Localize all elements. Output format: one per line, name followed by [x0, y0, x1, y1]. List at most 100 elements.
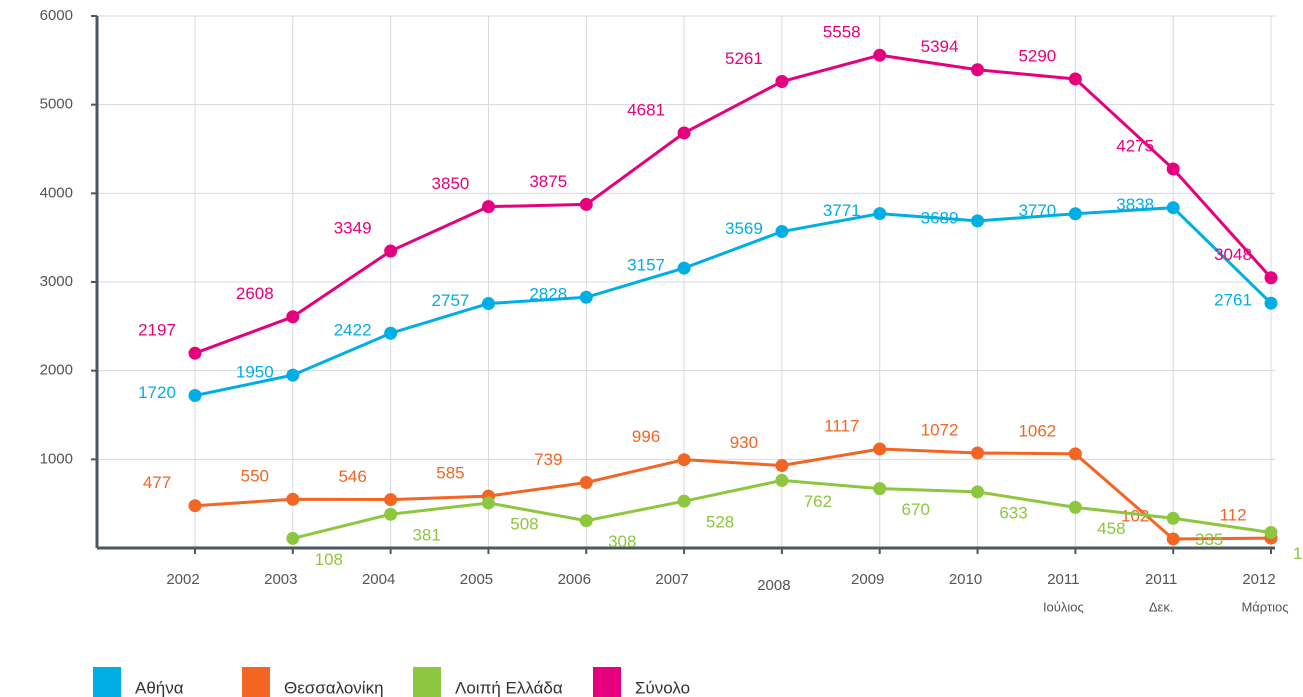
x-tick-label: 2007 — [655, 571, 688, 588]
data-point — [579, 475, 593, 489]
legend-swatch — [413, 667, 441, 697]
x-tick-label: 2010 — [949, 571, 982, 588]
data-point — [1068, 207, 1082, 221]
x-tick-note: Μάρτιος — [1241, 599, 1288, 614]
data-label: 2761 — [1214, 291, 1252, 310]
data-label: 175 — [1293, 544, 1303, 563]
data-point — [579, 514, 593, 528]
data-label: 1117 — [824, 416, 859, 435]
x-tick-note: Ιούλιος — [1043, 599, 1084, 614]
data-point — [1166, 532, 1180, 546]
data-label: 508 — [510, 514, 538, 533]
legend-swatch — [242, 667, 270, 697]
y-tick-label: 3000 — [40, 273, 73, 290]
data-point — [188, 346, 202, 360]
data-point — [1068, 72, 1082, 86]
data-label: 930 — [730, 433, 758, 452]
data-point — [1166, 201, 1180, 215]
data-point — [873, 48, 887, 62]
data-point — [481, 496, 495, 510]
data-label: 108 — [315, 550, 343, 569]
data-point — [677, 261, 691, 275]
data-point — [1068, 500, 1082, 514]
data-point — [1264, 271, 1278, 285]
data-point — [286, 531, 300, 545]
data-label: 762 — [804, 492, 832, 511]
data-label: 3875 — [529, 172, 567, 191]
data-label: 3349 — [334, 219, 372, 238]
x-tick-label: 2003 — [264, 571, 297, 588]
data-point — [971, 63, 985, 77]
data-label: 381 — [412, 526, 440, 545]
data-label: 2828 — [529, 285, 567, 304]
data-point — [775, 75, 789, 89]
data-point — [1166, 162, 1180, 176]
data-label: 585 — [436, 464, 464, 483]
x-tick-label: 2005 — [460, 571, 493, 588]
data-label: 5290 — [1018, 46, 1056, 65]
data-label: 335 — [1195, 530, 1223, 549]
data-point — [873, 442, 887, 456]
data-label: 528 — [706, 513, 734, 532]
data-label: 308 — [608, 532, 636, 551]
y-tick-label: 2000 — [40, 362, 73, 379]
x-tick-label: 2002 — [166, 571, 199, 588]
data-point — [1264, 296, 1278, 310]
data-label: 3838 — [1116, 195, 1154, 214]
data-label: 1950 — [236, 363, 274, 382]
data-point — [873, 207, 887, 221]
data-label: 3689 — [921, 208, 959, 227]
data-label: 5558 — [823, 23, 861, 42]
data-point — [579, 290, 593, 304]
data-label: 550 — [241, 467, 269, 486]
data-label: 3770 — [1018, 201, 1056, 220]
data-label: 3771 — [823, 201, 861, 220]
data-point — [775, 459, 789, 473]
data-point — [481, 297, 495, 311]
data-point — [873, 482, 887, 496]
data-label: 1072 — [921, 420, 959, 439]
data-point — [1068, 447, 1082, 461]
data-label: 670 — [902, 500, 930, 519]
data-label: 3850 — [432, 174, 470, 193]
legend-swatch — [93, 667, 121, 697]
data-point — [677, 126, 691, 140]
data-point — [1264, 525, 1278, 539]
data-label: 3157 — [627, 256, 665, 275]
x-tick-label: 2008 — [757, 577, 790, 594]
data-label: 739 — [534, 450, 562, 469]
data-label: 2197 — [138, 321, 176, 340]
x-tick-label: 2011 — [1047, 571, 1079, 588]
series-line — [194, 206, 1273, 397]
data-label: 3569 — [725, 219, 763, 238]
data-point — [481, 200, 495, 214]
data-point — [775, 473, 789, 487]
x-tick-note: Δεκ. — [1149, 599, 1174, 614]
data-point — [971, 214, 985, 228]
y-tick-label: 1000 — [40, 450, 73, 467]
data-label: 2422 — [334, 321, 372, 340]
legend-label: Λοιπή Ελλάδα — [455, 678, 563, 697]
data-label: 5261 — [725, 49, 763, 68]
x-tick-label: 2011 — [1145, 571, 1177, 588]
data-label: 2608 — [236, 284, 274, 303]
y-tick-label: 5000 — [40, 96, 73, 113]
data-label: 112 — [1219, 506, 1246, 525]
data-point — [677, 453, 691, 467]
data-label: 546 — [338, 467, 366, 486]
data-point — [384, 493, 398, 507]
data-point — [775, 225, 789, 239]
data-label: 5394 — [921, 37, 959, 56]
data-point — [677, 494, 691, 508]
data-point — [579, 197, 593, 211]
legend-label: Θεσσαλονίκη — [284, 678, 384, 697]
data-point — [971, 485, 985, 499]
data-label: 4681 — [627, 100, 665, 119]
data-point — [286, 310, 300, 324]
data-point — [286, 492, 300, 506]
data-label: 2757 — [432, 291, 470, 310]
data-label: 4275 — [1116, 136, 1154, 155]
x-tick-label: 2004 — [362, 571, 395, 588]
y-tick-label: 6000 — [40, 7, 73, 24]
